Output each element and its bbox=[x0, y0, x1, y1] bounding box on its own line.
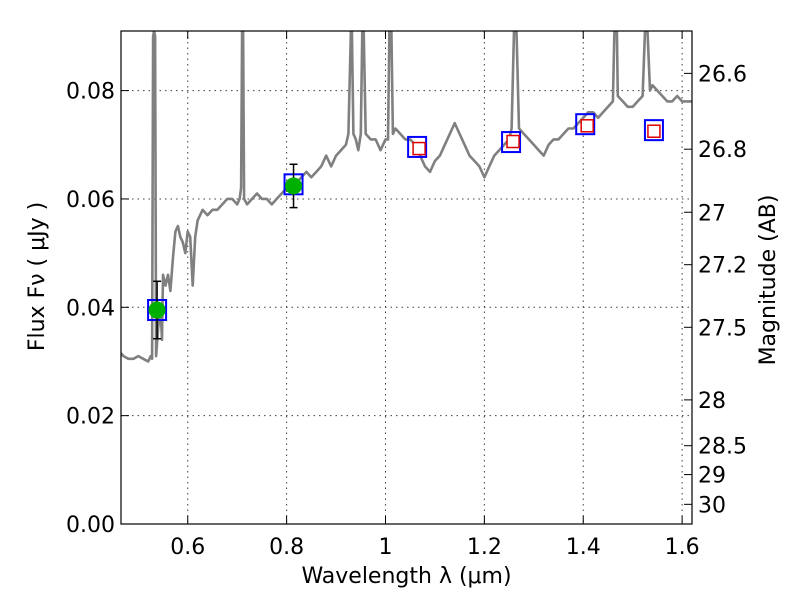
upper-limit-point bbox=[580, 119, 594, 133]
y-tick-label: 0.00 bbox=[66, 513, 115, 538]
points-layer bbox=[147, 113, 664, 340]
mag-tick-label: 26.8 bbox=[698, 138, 747, 163]
spectrum-layer bbox=[121, 31, 692, 363]
model-point bbox=[575, 113, 596, 136]
upper-limit-point bbox=[647, 124, 661, 138]
x-tick-label: 1.4 bbox=[566, 535, 601, 560]
magnitude-axis-label: Magnitude (AB) bbox=[756, 195, 781, 366]
ticks-layer: 0.6 0.8 1 1.2 1.4 1.6 0.00 0.02 0.04 0.06 0.08 26.6… bbox=[66, 31, 747, 560]
mag-tick-label: 29 bbox=[698, 464, 726, 489]
y-tick-label: 0.04 bbox=[66, 296, 115, 321]
plot-frame bbox=[120, 30, 693, 525]
mag-tick-label: 28.5 bbox=[698, 435, 747, 460]
mag-tick-label: 26.6 bbox=[698, 62, 747, 87]
model-point bbox=[407, 135, 428, 158]
observed-point bbox=[285, 177, 303, 195]
y-tick-label: 0.02 bbox=[66, 405, 115, 430]
x-tick-label: 1.2 bbox=[467, 535, 502, 560]
y-tick-label: 0.06 bbox=[66, 188, 115, 213]
grid-layer bbox=[121, 31, 692, 524]
x-tick-label: 0.8 bbox=[269, 535, 304, 560]
y-tick-label: 0.08 bbox=[66, 80, 115, 105]
observed-point bbox=[148, 301, 166, 319]
mag-tick-label: 27 bbox=[698, 201, 726, 226]
x-axis-label: Wavelength λ (μm) bbox=[301, 564, 511, 589]
mag-tick-label: 27.5 bbox=[698, 316, 747, 341]
mag-tick-label: 28 bbox=[698, 389, 726, 414]
mag-tick-label: 27.2 bbox=[698, 254, 747, 279]
y-axis-label: Flux Fν ( μJy ) bbox=[25, 202, 50, 351]
model-point bbox=[643, 119, 664, 142]
x-tick-label: 1 bbox=[378, 535, 392, 560]
x-tick-label: 0.6 bbox=[170, 535, 205, 560]
mag-tick-label: 30 bbox=[698, 493, 726, 518]
model-point bbox=[501, 131, 522, 154]
spectrum-line bbox=[121, 31, 692, 363]
upper-limit-point bbox=[506, 134, 520, 149]
x-tick-label: 1.6 bbox=[665, 535, 700, 560]
upper-limit-point bbox=[412, 141, 426, 156]
